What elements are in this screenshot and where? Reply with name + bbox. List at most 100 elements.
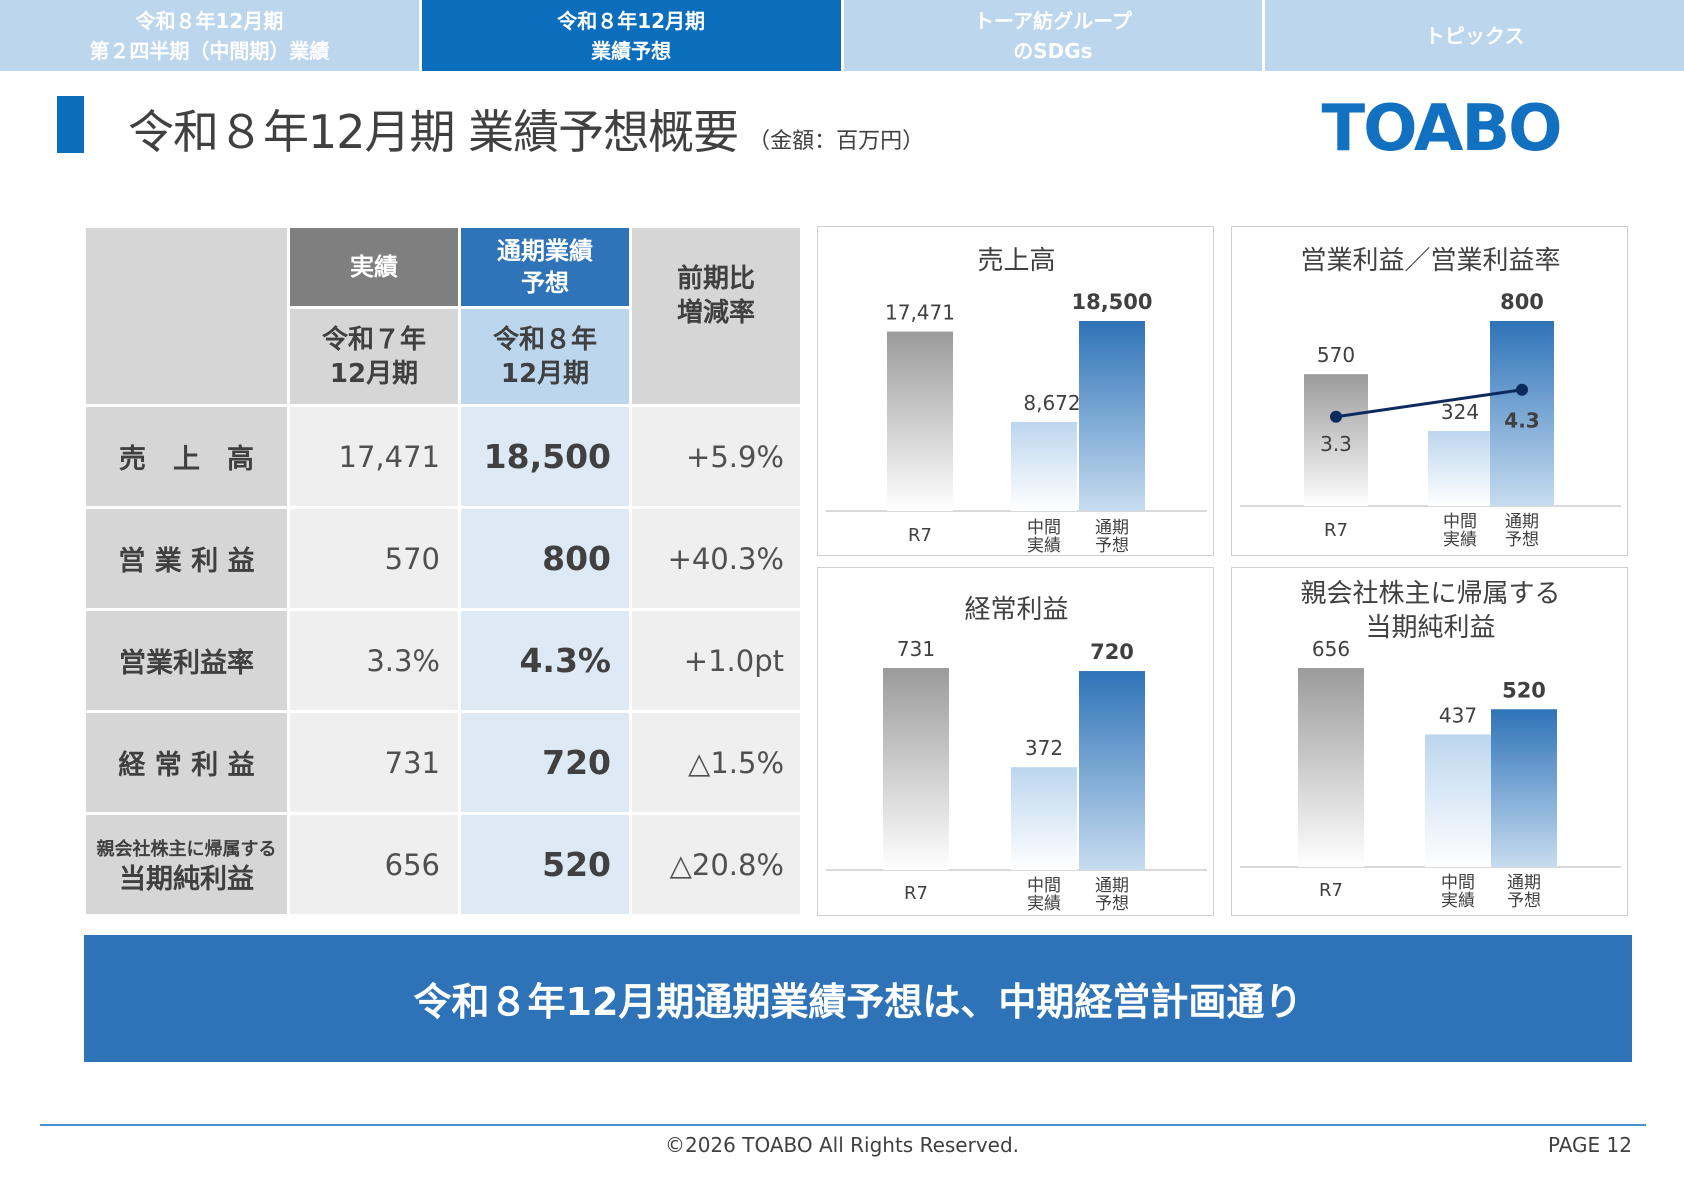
chart-title: 営業利益／営業利益率: [1300, 246, 1560, 276]
table-header: 実績 令和７年 12月期 通期業績 予想 令和８年 12月期 前期比 増減率: [86, 228, 800, 404]
table-row: 営 業 利 益 570 800 +40.3%: [86, 509, 800, 608]
copyright: ©2026 TOABO All Rights Reserved.: [664, 1133, 1020, 1157]
category-label: 通期: [1507, 873, 1541, 893]
header-actual: 実績: [290, 228, 458, 306]
category-label: R7: [908, 525, 932, 546]
change-value: △1.5%: [632, 713, 800, 812]
change-value: △20.8%: [632, 815, 800, 914]
bar: [1011, 421, 1077, 511]
top-navigation: 令和８年12月期 第２四半期（中間期）業績 令和８年12月期 業績予想 トーア紡…: [0, 0, 1684, 71]
chart-title: 経常利益: [964, 595, 1068, 625]
data-label: 18,500: [1071, 290, 1152, 314]
page-number: PAGE 12: [1547, 1133, 1632, 1157]
header-forecast: 通期業績 予想: [461, 228, 629, 306]
category-label: 実績: [1027, 536, 1061, 556]
category-label: 中間: [1027, 876, 1061, 896]
row-label: 営 業 利 益: [86, 509, 287, 608]
forecast-value: 18,500: [461, 407, 629, 506]
row-label: 経 常 利 益: [86, 713, 287, 812]
forecast-value: 520: [461, 815, 629, 914]
chart-ordinary-profit: 経常利益 731 372 720 R7 中間 実績 通期 予想: [817, 567, 1214, 916]
forecast-value: 800: [461, 509, 629, 608]
chart-operating-profit: 営業利益／営業利益率 570 324 800 R7 中間 実績 通期 予想 3.3 4.3: [1231, 226, 1628, 556]
margin-label: 3.3: [1320, 432, 1352, 456]
margin-label: 4.3: [1504, 409, 1539, 433]
bar: [1298, 668, 1364, 867]
data-label: 372: [1025, 736, 1063, 760]
chart-net-profit: 親会社株主に帰属する 当期純利益 656 437 520 R7 中間 実績 通期 予想: [1231, 567, 1628, 916]
header-fy7: 令和７年 12月期: [290, 309, 458, 404]
row-label: 営業利益率: [86, 611, 287, 710]
page-title-text: 令和８年12月期 業績予想概要: [128, 105, 739, 159]
header-fy8: 令和８年 12月期: [461, 309, 629, 404]
category-label: 実績: [1443, 530, 1477, 550]
data-label: 800: [1500, 290, 1544, 314]
data-label: 17,471: [885, 301, 955, 325]
chart-title: 親会社株主に帰属する: [1300, 579, 1560, 609]
category-label: R7: [904, 883, 928, 904]
title-accent-bar: [57, 96, 84, 153]
bar: [1428, 431, 1492, 506]
tab-forecast[interactable]: 令和８年12月期 業績予想: [421, 0, 841, 71]
actual-value: 731: [290, 713, 458, 812]
category-label: 中間: [1441, 873, 1475, 893]
table-row: 経 常 利 益 731 720 △1.5%: [86, 713, 800, 812]
bar: [887, 331, 953, 511]
category-label: 予想: [1095, 536, 1129, 556]
data-label: 437: [1439, 703, 1477, 727]
bar: [1425, 734, 1491, 867]
data-label: 520: [1502, 678, 1546, 702]
category-label: 中間: [1027, 518, 1061, 538]
actual-value: 570: [290, 509, 458, 608]
table-row: 親会社株主に帰属する 当期純利益 656 520 △20.8%: [86, 815, 800, 914]
category-label: 予想: [1507, 891, 1541, 911]
forecast-value: 4.3%: [461, 611, 629, 710]
svg-text:TOABO: TOABO: [1321, 92, 1560, 164]
category-label: 通期: [1095, 518, 1129, 538]
page-title-unit: （金額：百万円）: [748, 129, 925, 154]
actual-value: 3.3%: [290, 611, 458, 710]
header-yoy-change: 前期比 増減率: [676, 264, 755, 328]
actual-value: 17,471: [290, 407, 458, 506]
forecast-value: 720: [461, 713, 629, 812]
change-value: +5.9%: [632, 407, 800, 506]
tab-q2-results[interactable]: 令和８年12月期 第２四半期（中間期）業績: [0, 0, 419, 71]
page-title: 令和８年12月期 業績予想概要 （金額：百万円）: [128, 96, 925, 159]
chart-sales: 売上高 17,471 8,672 18,500 R7 中間 実績 通期 予想: [817, 226, 1214, 556]
data-label: 656: [1312, 637, 1350, 661]
tab-topics[interactable]: トピックス: [1265, 0, 1684, 71]
bar: [1011, 767, 1077, 870]
row-label: 売 上 高: [86, 407, 287, 506]
category-label: 中間: [1443, 512, 1477, 532]
bar: [1079, 671, 1145, 870]
margin-line: [1335, 388, 1523, 419]
bar: [1490, 321, 1554, 506]
summary-banner: 令和８年12月期通期業績予想は、中期経営計画通り: [84, 935, 1632, 1062]
table-row: 営業利益率 3.3% 4.3% +1.0pt: [86, 611, 800, 710]
table-row: 売 上 高 17,471 18,500 +5.9%: [86, 407, 800, 506]
change-value: +40.3%: [632, 509, 800, 608]
actual-value: 656: [290, 815, 458, 914]
data-label: 731: [897, 637, 935, 661]
category-label: 実績: [1027, 894, 1061, 914]
category-label: 実績: [1441, 891, 1475, 911]
category-label: R7: [1324, 520, 1348, 541]
row-label-small: 親会社株主に帰属する: [96, 838, 277, 860]
category-label: 通期: [1095, 876, 1129, 896]
tab-sdgs[interactable]: トーア紡グループ のSDGs: [843, 0, 1263, 71]
row-label: 親会社株主に帰属する 当期純利益: [86, 815, 287, 914]
category-label: 予想: [1095, 894, 1129, 914]
data-label: 570: [1317, 343, 1355, 367]
bar: [1491, 709, 1557, 867]
bar: [1079, 321, 1145, 511]
table-header-blank: [86, 228, 287, 404]
change-value: +1.0pt: [632, 611, 800, 710]
chart-title: 当期純利益: [1365, 613, 1495, 643]
row-label-main: 当期純利益: [119, 863, 254, 895]
footer-divider: [40, 1124, 1646, 1126]
bar: [1304, 374, 1368, 506]
category-label: 通期: [1505, 512, 1539, 532]
